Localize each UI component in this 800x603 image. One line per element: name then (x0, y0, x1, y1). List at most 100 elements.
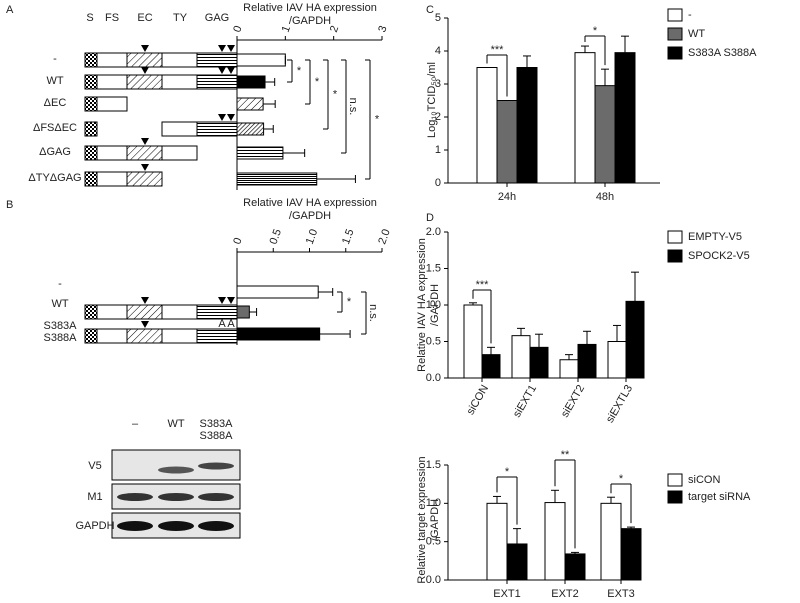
bar (620, 528, 642, 581)
y-tick-label: 2 (435, 111, 441, 123)
x-tick-label: 1.0 (304, 228, 321, 246)
glycosylation-site (141, 67, 149, 74)
bar (463, 304, 483, 379)
bar (236, 122, 265, 136)
glycosylation-site (227, 67, 235, 74)
x-tick-label: 1 (280, 24, 293, 34)
bar (236, 146, 284, 160)
domain-label: S (86, 12, 93, 24)
domain-box (96, 145, 128, 161)
bar (476, 67, 498, 184)
category-label-box: S383A S388A (43, 320, 76, 344)
legend-label: SPOCK2-V5 (688, 250, 750, 262)
domain-box (196, 121, 238, 137)
bar (236, 305, 250, 319)
domain-box (196, 328, 238, 344)
domain-box (196, 304, 238, 320)
lane-label-box: – (131, 418, 139, 430)
domain-box (96, 304, 128, 320)
significance-label: * (375, 113, 380, 125)
y-axis-label: Log₁₀TCID₅₀/ml (426, 62, 438, 138)
x-tick-label: EXT2 (551, 588, 579, 600)
domain-box (84, 304, 98, 320)
x-tick-label: 0 (231, 24, 244, 34)
domain-box (196, 52, 238, 68)
x-tick-label: 1.5 (340, 228, 357, 246)
x-tick-label: 2.0 (376, 228, 393, 246)
glycosylation-site (218, 297, 226, 304)
y-axis-label: Relative target expression (416, 456, 428, 583)
bar (511, 335, 531, 379)
bar (564, 553, 586, 581)
y-tick-label: 0 (435, 177, 441, 189)
category-label: ΔFSΔEC (32, 122, 78, 134)
panel-label: A (6, 4, 14, 16)
bar (529, 346, 549, 379)
glycosylation-site (227, 297, 235, 304)
glycosylation-site (227, 114, 235, 121)
y-tick-label: 3 (435, 78, 441, 90)
domain-box (161, 304, 198, 320)
category-label-box: WT (46, 75, 64, 87)
y-tick-label: 1.0 (426, 497, 441, 509)
legend-label: EMPTY-V5 (688, 231, 742, 243)
y-tick-label: 1.5 (426, 459, 441, 471)
category-label: WT (51, 298, 69, 310)
bar (236, 172, 318, 186)
category-label: WT (46, 75, 64, 87)
y-tick-label: 4 (435, 45, 441, 57)
bar (600, 502, 622, 581)
bar (594, 85, 616, 184)
blot-band (158, 466, 194, 474)
legend-label: WT (688, 28, 705, 40)
domain-box (84, 121, 98, 137)
category-label-box: - (58, 278, 62, 290)
domain-box (161, 52, 198, 68)
blot-band (117, 493, 153, 501)
legend-label: - (688, 9, 692, 21)
category-label-box: ΔFSΔEC (32, 122, 78, 134)
domain-label: EC (137, 12, 152, 24)
glycosylation-site (227, 45, 235, 52)
significance-label: * (297, 65, 302, 77)
category-label: ΔGAG (39, 146, 71, 158)
legend-label: S383A S388A (688, 47, 757, 59)
x-tick-label: siEXT1 (511, 383, 539, 420)
y-tick-label: 0.5 (426, 536, 441, 548)
bar (574, 52, 596, 184)
domain-box (96, 74, 128, 90)
significance-label: ** (561, 449, 570, 461)
blot-band (158, 521, 194, 531)
glycosylation-site (218, 114, 226, 121)
bar (236, 53, 286, 67)
glycosylation-site (141, 164, 149, 171)
domain-box (96, 96, 128, 112)
domain-box (96, 171, 128, 187)
x-tick-label: 0.5 (268, 228, 285, 246)
blot-band (158, 493, 194, 501)
chart-title: /GAPDH (289, 15, 331, 27)
y-tick-label: 1 (435, 144, 441, 156)
category-label: - (53, 53, 57, 65)
bar (236, 97, 264, 111)
domain-box (84, 328, 98, 344)
lane-label-box: S383A S388A (199, 418, 232, 442)
significance-label: *** (491, 44, 505, 56)
bar (236, 327, 321, 341)
bar (614, 52, 636, 184)
significance-label: * (505, 466, 510, 478)
legend-marker (667, 8, 683, 22)
bar (577, 343, 597, 379)
category-label: - (58, 278, 62, 290)
legend-marker (667, 490, 683, 504)
category-label-box: ΔEC (44, 97, 67, 109)
domain-box (126, 304, 163, 320)
bar (625, 300, 645, 379)
x-tick-label: siCON (465, 383, 492, 417)
blot-band (198, 521, 234, 531)
lane-label: – (131, 418, 139, 430)
x-tick-label: 0 (231, 236, 244, 246)
y-axis-label: /GAPDH (429, 499, 441, 541)
lane-label-box: WT (167, 418, 184, 430)
